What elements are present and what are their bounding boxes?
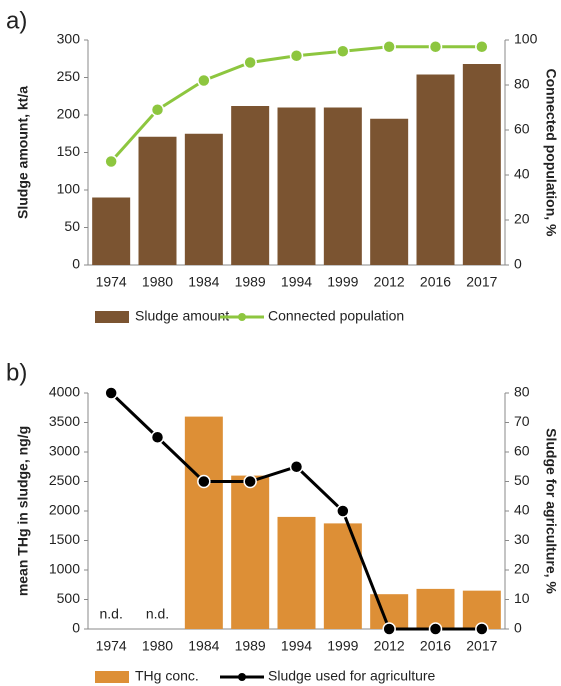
legend-label: THg conc.: [135, 668, 199, 684]
marker: [428, 622, 443, 636]
y-tick-label: 3000: [49, 443, 80, 459]
marker: [336, 504, 350, 518]
x-tick-label: 2012: [374, 274, 405, 290]
panel-label: a): [6, 7, 27, 34]
marker: [475, 622, 489, 636]
x-tick-label: 1984: [188, 638, 219, 654]
x-tick-label: 2016: [420, 638, 451, 654]
x-tick-label: 2017: [466, 638, 497, 654]
y2-tick-label: 20: [514, 561, 530, 577]
bar: [323, 523, 362, 629]
legend-swatch: [95, 311, 129, 323]
bar: [370, 118, 409, 265]
marker: [243, 474, 257, 489]
y-tick-label: 1000: [49, 561, 80, 577]
x-tick-label: 1974: [96, 274, 127, 290]
y2-axis-title: Sludge for agriculture, %: [543, 428, 559, 594]
legend-swatch: [95, 671, 129, 683]
x-tick-label: 1980: [142, 274, 173, 290]
y-tick-label: 200: [57, 106, 81, 122]
bar: [277, 516, 316, 629]
x-tick-label: 2017: [466, 274, 497, 290]
bar: [92, 197, 131, 265]
panel-label: b): [6, 359, 27, 386]
bar: [416, 74, 455, 265]
value-label: n.d.: [146, 606, 169, 622]
y2-tick-label: 0: [514, 620, 522, 636]
y-tick-label: 3500: [49, 413, 80, 429]
bar: [138, 136, 177, 265]
x-tick-label: 1999: [327, 638, 358, 654]
value-label: n.d.: [99, 606, 122, 622]
y-tick-label: 100: [57, 181, 81, 197]
marker: [289, 460, 304, 474]
y-tick-label: 2000: [49, 502, 80, 518]
marker: [243, 55, 257, 70]
marker: [197, 474, 211, 489]
y2-tick-label: 20: [514, 211, 530, 227]
legend-label: Sludge used for agriculture: [268, 668, 436, 684]
y-tick-label: 50: [64, 218, 80, 234]
y2-tick-label: 0: [514, 256, 522, 272]
legend-label: Connected population: [268, 308, 404, 324]
x-tick-label: 1974: [96, 638, 127, 654]
bar: [184, 416, 223, 629]
y-tick-label: 0: [72, 620, 80, 636]
y-tick-label: 2500: [49, 472, 80, 488]
x-tick-label: 2016: [420, 274, 451, 290]
bar: [323, 107, 362, 265]
bar: [277, 107, 316, 265]
marker: [336, 44, 350, 58]
marker: [382, 40, 396, 54]
y2-tick-label: 80: [514, 384, 530, 400]
bar: [231, 106, 270, 265]
bar: [462, 64, 501, 265]
y2-tick-label: 30: [514, 531, 530, 547]
y-tick-label: 4000: [49, 384, 80, 400]
y2-tick-label: 10: [514, 590, 530, 606]
x-tick-label: 1989: [235, 638, 266, 654]
y2-tick-label: 40: [514, 166, 530, 182]
x-tick-label: 1984: [188, 274, 219, 290]
y2-tick-label: 60: [514, 443, 530, 459]
y-tick-label: 300: [57, 31, 81, 47]
marker: [197, 73, 211, 88]
y-tick-label: 0: [72, 256, 80, 272]
bar: [184, 133, 223, 265]
marker: [289, 49, 304, 63]
y2-tick-label: 100: [514, 31, 538, 47]
y2-tick-label: 80: [514, 76, 530, 92]
y2-tick-label: 40: [514, 502, 530, 518]
bar: [231, 475, 270, 629]
y-tick-label: 1500: [49, 531, 80, 547]
x-tick-label: 1980: [142, 638, 173, 654]
marker: [382, 622, 396, 636]
x-tick-label: 1989: [235, 274, 266, 290]
y-axis-title: Sludge amount, kt/a: [15, 86, 31, 219]
y2-tick-label: 60: [514, 121, 530, 137]
legend-marker: [238, 313, 246, 321]
y2-tick-label: 70: [514, 413, 530, 429]
x-tick-label: 2012: [374, 638, 405, 654]
marker: [150, 103, 165, 117]
x-tick-label: 1994: [281, 638, 312, 654]
marker: [150, 430, 165, 444]
y-tick-label: 150: [57, 143, 81, 159]
marker: [104, 154, 118, 169]
y-tick-label: 500: [57, 590, 81, 606]
y2-axis-title: Connected population, %: [543, 69, 559, 238]
marker: [104, 386, 118, 400]
y2-tick-label: 50: [514, 472, 530, 488]
marker: [428, 40, 443, 54]
y-axis-title: mean THg in sludge, ng/g: [15, 426, 31, 596]
x-tick-label: 1994: [281, 274, 312, 290]
legend-label: Sludge amount: [135, 308, 229, 324]
y-tick-label: 250: [57, 68, 81, 84]
marker: [475, 40, 489, 54]
x-tick-label: 1999: [327, 274, 358, 290]
legend-marker: [238, 673, 246, 681]
